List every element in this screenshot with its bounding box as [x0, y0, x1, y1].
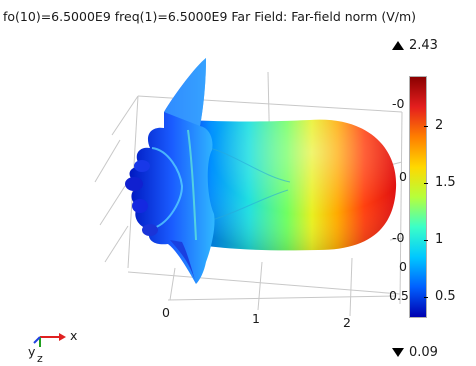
triad-z-label: z — [37, 352, 43, 365]
colorbar-min-label: 0.09 — [409, 345, 438, 360]
triad-y-label: y — [28, 344, 36, 359]
triad-x-label: x — [70, 328, 78, 343]
x-tick-label: 0 — [162, 305, 170, 320]
axis-edge-label: -0 — [392, 230, 405, 245]
axis-triad — [33, 333, 66, 347]
colorbar-tick-mark — [424, 183, 428, 184]
min-triangle-icon — [392, 348, 404, 357]
axis-edge-label: 0 — [399, 259, 407, 274]
colorbar-legend — [409, 76, 427, 318]
colorbar-max: 2.43 — [392, 38, 438, 53]
axis-edge-label: 0 — [399, 169, 407, 184]
colorbar-tick-mark — [424, 126, 428, 127]
colorbar-tick-label: 1.5 — [435, 175, 456, 190]
colorbar-tick-mark — [424, 297, 428, 298]
plot-title: fo(10)=6.5000E9 freq(1)=6.5000E9 Far Fie… — [3, 9, 417, 24]
colorbar-min: 0.09 — [392, 345, 438, 360]
max-triangle-icon — [392, 41, 404, 50]
axis-edge-label: -0 — [392, 96, 405, 111]
colorbar-max-label: 2.43 — [409, 38, 438, 53]
colorbar-tick-mark — [424, 240, 428, 241]
colorbar-tick-label: 2 — [435, 118, 444, 133]
axis-edge-label: 0.5 — [389, 288, 409, 303]
colorbar-tick-label: 1 — [435, 232, 444, 247]
x-tick-label: 1 — [252, 311, 260, 326]
colorbar-tick-label: 0.5 — [435, 289, 456, 304]
side-lobes — [125, 58, 215, 284]
x-tick-label: 2 — [343, 315, 351, 330]
far-field-lobe — [186, 119, 397, 251]
